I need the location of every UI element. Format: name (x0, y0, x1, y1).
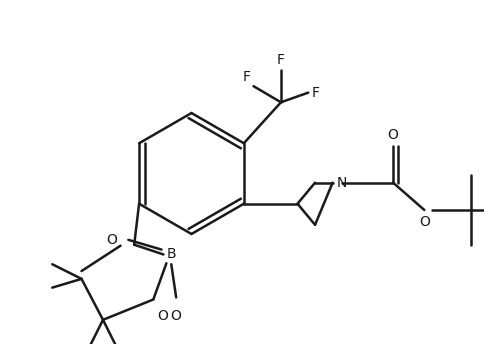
Text: O: O (106, 233, 117, 247)
Text: O: O (158, 309, 168, 323)
Text: O: O (419, 215, 430, 229)
Text: F: F (277, 53, 285, 67)
Text: F: F (311, 86, 319, 100)
Text: O: O (170, 309, 181, 323)
Text: B: B (166, 247, 176, 262)
Text: O: O (388, 128, 398, 142)
Text: F: F (242, 70, 250, 84)
Text: N: N (336, 176, 347, 190)
